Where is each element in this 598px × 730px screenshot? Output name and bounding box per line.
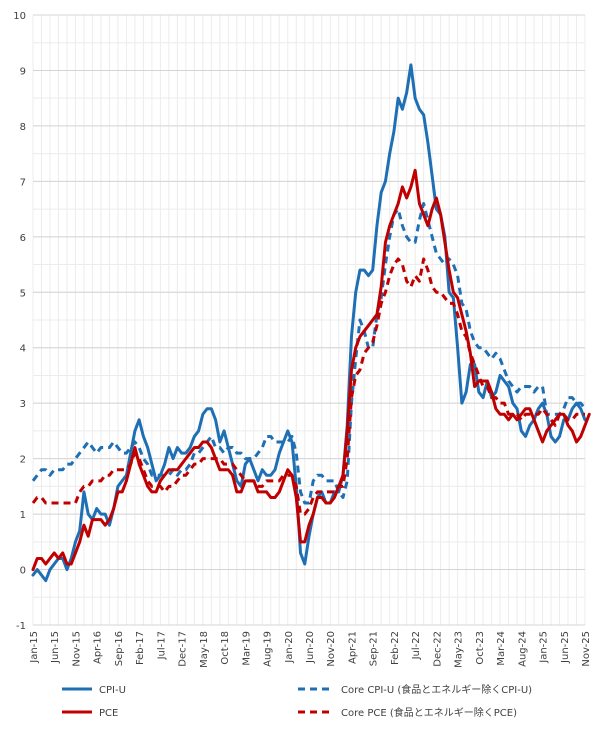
y-tick-label: 6 <box>20 233 26 244</box>
x-tick-label: Nov-20 <box>326 631 337 667</box>
x-tick-label: Mar-19 <box>241 631 252 666</box>
x-tick-label: May-18 <box>199 631 210 668</box>
y-tick-label: 9 <box>20 66 26 77</box>
y-tick-label: 2 <box>20 455 26 466</box>
y-tick-label: 1 <box>20 510 26 521</box>
x-tick-label: Jun-25 <box>560 631 571 664</box>
x-axis-tick-labels: Jan-15 Jun-15 Nov-15 Apr-16 Sep-16 Feb-17 Jul-… <box>29 631 592 668</box>
x-tick-label: Sep-21 <box>369 631 380 666</box>
x-tick-label: Jan-15 <box>29 631 40 664</box>
y-tick-label: 4 <box>20 344 26 355</box>
legend-label: Core CPI-U (食品とエネルギー除くCPI-U) <box>341 683 532 696</box>
x-tick-label: May-23 <box>454 631 465 668</box>
x-tick-label: Apr-16 <box>93 631 104 664</box>
x-tick-label: Mar-24 <box>496 631 507 666</box>
major-gridlines <box>33 14 585 626</box>
x-tick-label: Nov-25 <box>581 631 592 667</box>
legend-label: Core PCE (食品とエネルギー除くPCE) <box>341 706 517 719</box>
legend-label: PCE <box>99 708 118 719</box>
x-tick-label: Jul-17 <box>156 631 167 660</box>
series-line <box>31 202 587 505</box>
x-tick-label: Jul-22 <box>411 631 422 660</box>
x-tick-label: Jun-15 <box>50 631 61 664</box>
x-tick-label: Dec-17 <box>178 631 189 667</box>
x-tick-label: Jan-20 <box>284 631 295 664</box>
y-tick-label: 7 <box>20 177 26 188</box>
x-tick-label: Feb-17 <box>135 631 146 665</box>
y-tick-label: 3 <box>20 399 26 410</box>
x-tick-label: Nov-15 <box>71 631 82 667</box>
y-tick-label: 10 <box>13 11 26 22</box>
legend-label: CPI-U <box>99 685 126 696</box>
y-tick-label: 5 <box>20 288 26 299</box>
y-tick-label: -1 <box>16 621 26 632</box>
x-tick-label: Oct-18 <box>220 631 231 665</box>
y-tick-label: 0 <box>20 566 26 577</box>
x-tick-label: Dec-22 <box>432 631 443 667</box>
legend: CPI-U Core CPI-U (食品とエネルギー除くCPI-U) PCE Core… <box>62 683 532 719</box>
x-tick-label: Feb-22 <box>390 631 401 665</box>
series-lines <box>31 63 591 583</box>
x-tick-label: Jun-20 <box>305 631 316 664</box>
x-tick-label: Apr-21 <box>347 631 358 664</box>
x-tick-label: Aug-19 <box>263 631 274 667</box>
series-line <box>31 168 591 572</box>
y-tick-label: 8 <box>20 122 26 133</box>
x-tick-label: Sep-16 <box>114 631 125 666</box>
x-tick-label: Aug-24 <box>517 631 528 667</box>
y-axis-tick-labels: -1 0 1 2 3 4 5 6 7 8 9 10 <box>13 11 26 632</box>
series-line <box>31 257 585 516</box>
x-tick-label: Jan-25 <box>539 631 550 664</box>
x-tick-label: Oct-23 <box>475 631 486 665</box>
